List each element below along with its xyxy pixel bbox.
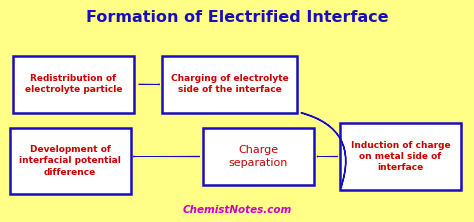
Text: ChemistNotes.com: ChemistNotes.com	[182, 205, 292, 215]
Text: Formation of Electrified Interface: Formation of Electrified Interface	[86, 10, 388, 25]
Text: Induction of charge
on metal side of
interface: Induction of charge on metal side of int…	[351, 141, 450, 172]
Text: Redistribution of
electrolyte particle: Redistribution of electrolyte particle	[25, 74, 122, 94]
FancyBboxPatch shape	[203, 128, 314, 185]
Text: Charge
separation: Charge separation	[228, 145, 288, 168]
FancyBboxPatch shape	[162, 56, 298, 113]
Text: Development of
interfacial potential
difference: Development of interfacial potential dif…	[19, 145, 121, 176]
Text: Charging of electrolyte
side of the interface: Charging of electrolyte side of the inte…	[171, 74, 289, 94]
FancyBboxPatch shape	[9, 128, 130, 194]
FancyBboxPatch shape	[13, 56, 134, 113]
FancyBboxPatch shape	[340, 123, 461, 190]
